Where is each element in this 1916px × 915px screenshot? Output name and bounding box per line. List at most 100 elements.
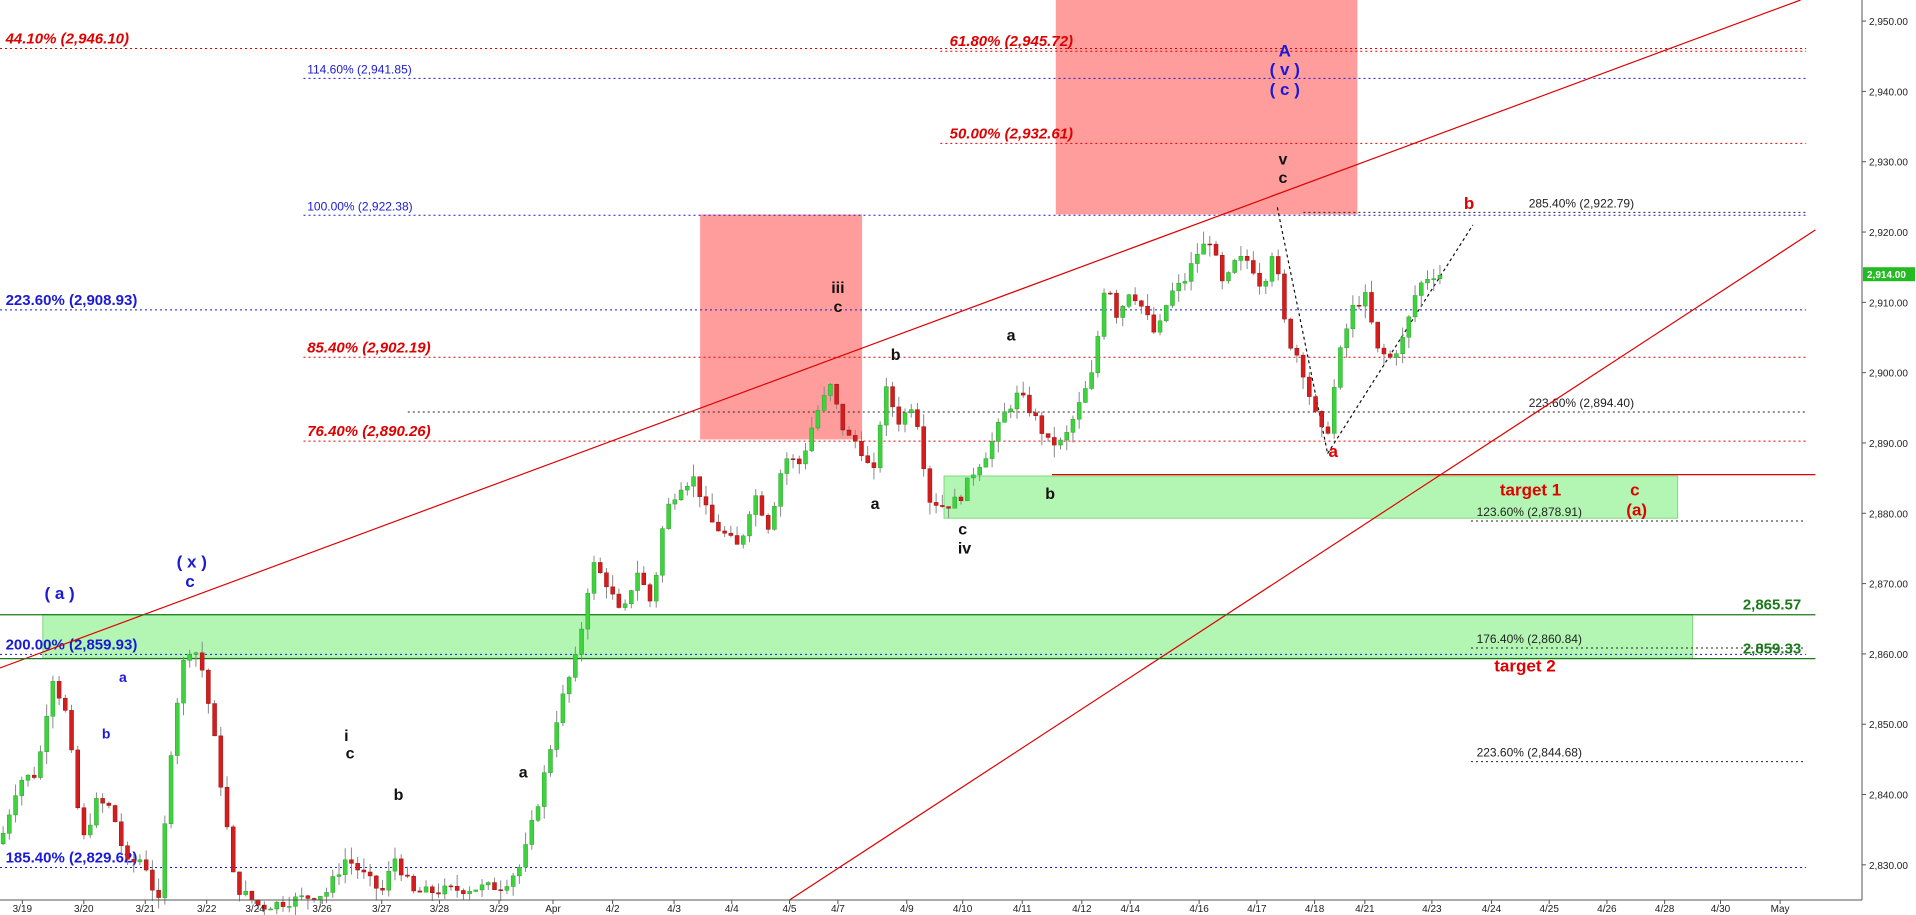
wave-label-22: a — [119, 669, 127, 685]
candle-body-12 — [75, 749, 81, 808]
date-tick-label-22: 4/18 — [1305, 904, 1325, 915]
candle-body-108 — [672, 499, 678, 505]
candle-body-173 — [1076, 402, 1082, 420]
candle-body-174 — [1083, 388, 1088, 403]
fib-label-3: 50.00% (2,932.61) — [950, 125, 1073, 142]
candle-body-204 — [1269, 256, 1275, 282]
fib-label-10: 123.60% (2,878.91) — [1477, 505, 1582, 519]
candle-body-137 — [853, 435, 858, 442]
candle-body-79 — [492, 882, 497, 890]
wave-label-20: ( x ) — [177, 552, 207, 571]
candle-body-17 — [106, 802, 112, 806]
candle-body-223 — [1387, 353, 1393, 358]
candle-body-94 — [585, 593, 591, 630]
candle-body-156 — [971, 474, 976, 479]
date-tick-label-9: Apr — [545, 904, 561, 915]
candle-body-78 — [486, 882, 491, 886]
candle-body-98 — [610, 586, 615, 595]
candle-body-176 — [1095, 336, 1101, 373]
current-price-tag-bg — [1863, 267, 1915, 282]
candle-body-130 — [809, 427, 814, 452]
candle-body-80 — [498, 889, 503, 891]
candle-body-179 — [1114, 292, 1119, 318]
candle-body-191 — [1188, 263, 1194, 282]
wave-label-15: target 1 — [1500, 481, 1561, 500]
candle-body-207 — [1288, 318, 1293, 349]
candle-body-155 — [964, 477, 970, 501]
candle-body-96 — [597, 562, 603, 574]
candle-body-42 — [262, 904, 267, 910]
candle-body-77 — [479, 884, 485, 891]
candle-body-210 — [1307, 376, 1312, 397]
candle-body-199 — [1238, 256, 1244, 261]
candle-body-123 — [765, 515, 771, 530]
candle-body-217 — [1350, 305, 1356, 330]
candle-body-67 — [417, 890, 423, 893]
date-tick-label-25: 4/24 — [1482, 904, 1502, 915]
candle-body-101 — [629, 590, 634, 605]
candle-body-71 — [442, 885, 447, 895]
candle-body-44 — [274, 901, 280, 910]
fib-label-1: 61.80% (2,945.72) — [950, 33, 1073, 50]
candle-body-53 — [330, 876, 336, 893]
date-tick-label-3: 3/22 — [197, 904, 217, 915]
candle-body-72 — [448, 885, 454, 888]
candle-body-89 — [554, 722, 559, 750]
candle-body-104 — [647, 584, 653, 602]
candle-body-73 — [454, 886, 460, 891]
wave-label-5: b — [1464, 194, 1474, 213]
wave-label-24: i — [344, 728, 348, 745]
date-tick-label-28: 4/28 — [1655, 904, 1675, 915]
candle-body-13 — [81, 807, 87, 836]
fib-label-7: 85.40% (2,902.19) — [307, 339, 430, 356]
fib-label-6: 223.60% (2,908.93) — [6, 292, 138, 309]
candle-body-0 — [0, 833, 6, 844]
candle-body-5 — [31, 774, 37, 778]
candle-body-188 — [1170, 290, 1175, 306]
candle-body-163 — [1014, 392, 1020, 410]
candle-body-39 — [243, 890, 248, 895]
date-tick-label-0: 3/19 — [13, 904, 33, 915]
wave-label-18: target 2 — [1494, 656, 1555, 675]
candle-body-214 — [1331, 387, 1337, 434]
candle-body-151 — [940, 505, 945, 507]
candle-body-115 — [716, 521, 721, 532]
candle-body-194 — [1207, 243, 1213, 246]
wave-label-2: ( c ) — [1270, 80, 1300, 99]
candle-body-212 — [1319, 410, 1325, 428]
candle-body-29 — [181, 660, 186, 704]
price-label-1: 2,859.33 — [1743, 641, 1801, 658]
candle-body-47 — [293, 896, 298, 907]
candle-body-182 — [1132, 294, 1138, 302]
candle-body-152 — [946, 506, 951, 509]
fib-label-9: 76.40% (2,890.26) — [307, 423, 430, 440]
fib-label-5: 285.40% (2,922.79) — [1529, 196, 1634, 210]
wave-label-0: A — [1279, 41, 1291, 60]
candle-body-11 — [69, 710, 74, 751]
candle-body-84 — [523, 844, 528, 868]
candle-body-178 — [1108, 292, 1113, 295]
candle-body-224 — [1394, 353, 1399, 358]
candle-body-62 — [386, 870, 392, 891]
candle-body-20 — [125, 845, 130, 860]
date-tick-label-11: 4/3 — [667, 904, 681, 915]
date-tick-label-24: 4/23 — [1422, 904, 1442, 915]
candle-body-26 — [162, 823, 168, 898]
candle-body-166 — [1033, 412, 1038, 416]
wave-label-27: a — [519, 765, 528, 782]
wave-label-17: (a) — [1626, 500, 1647, 519]
candle-body-167 — [1039, 415, 1045, 434]
green-zone-target1 — [944, 476, 1678, 519]
date-tick-label-8: 3/29 — [489, 904, 509, 915]
candle-body-122 — [759, 495, 765, 516]
red-zone-2 — [700, 214, 863, 440]
candle-body-141 — [877, 424, 883, 468]
candle-body-6 — [38, 751, 43, 778]
wave-label-26: b — [394, 787, 404, 804]
candle-body-37 — [231, 826, 236, 873]
date-tick-label-26: 4/25 — [1539, 904, 1559, 915]
candle-body-126 — [784, 458, 790, 474]
candle-body-159 — [989, 441, 995, 459]
fib-label-14: 185.40% (2,829.62) — [6, 850, 138, 867]
